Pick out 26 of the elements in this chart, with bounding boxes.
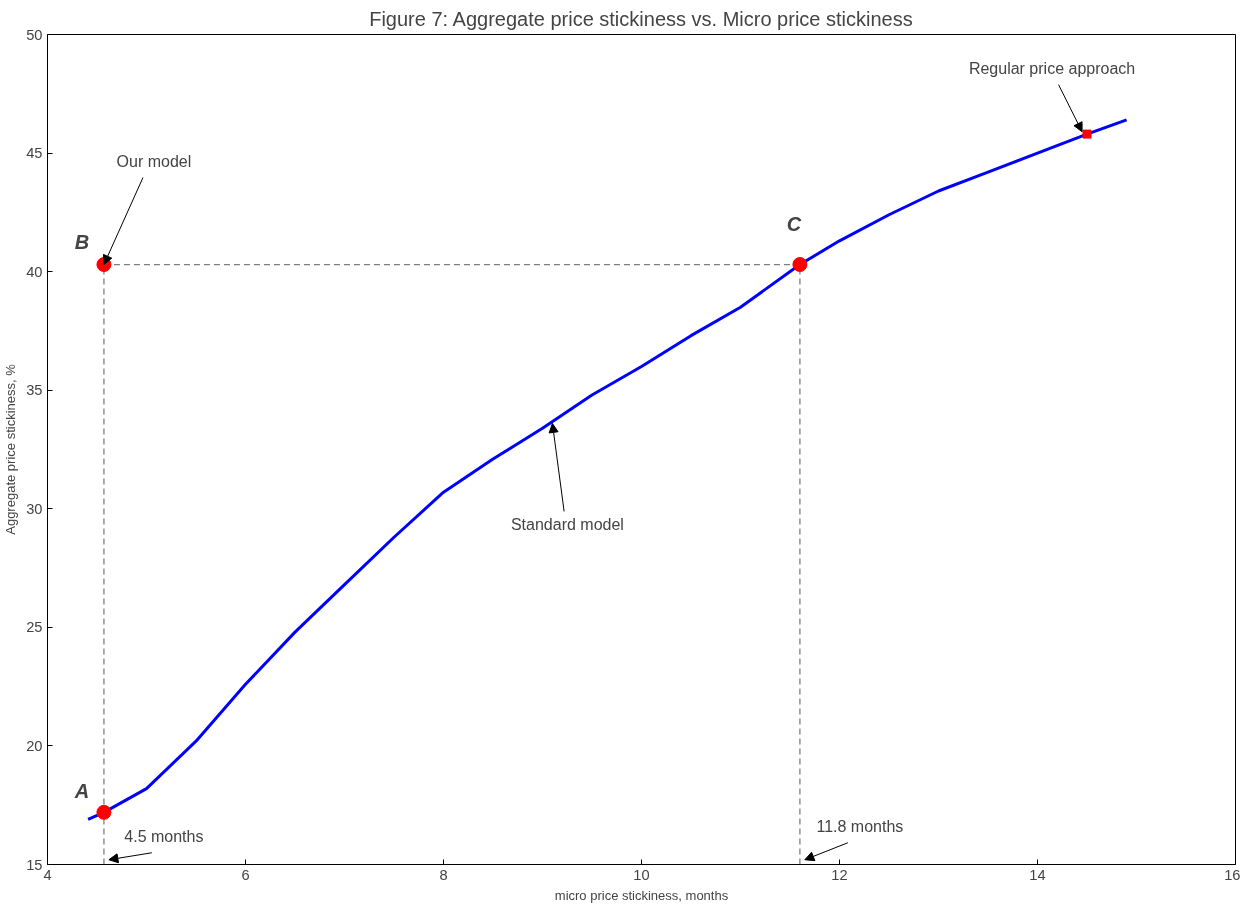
y-tick-label: 35	[26, 382, 43, 399]
annotation: Regular price approach	[968, 59, 1136, 77]
y-tick-label: 50	[26, 26, 43, 43]
y-tick-label: 45	[26, 145, 43, 162]
annotation: A	[73, 780, 90, 803]
y-tick-label: 30	[26, 500, 43, 517]
annotation: Our model	[116, 152, 192, 170]
y-tick-label: 40	[26, 263, 43, 280]
y-tick-label: 25	[26, 619, 43, 636]
annotation: C	[786, 212, 802, 235]
annotation: Standard model	[510, 516, 624, 534]
y-tick-label: 15	[26, 856, 43, 873]
x-tick-label: 10	[633, 866, 650, 883]
y-tick-label: 20	[26, 737, 43, 754]
chart-title: Figure 7: Aggregate price stickiness vs. Micro price stickiness	[369, 7, 913, 30]
y-axis-title: Aggregate price stickiness, %	[3, 363, 19, 535]
x-tick-label: 8	[439, 866, 448, 883]
annotation: 11.8 months	[816, 817, 904, 835]
x-tick-label: 4	[43, 866, 52, 883]
x-axis-title: micro price stickiness, months	[554, 887, 729, 903]
x-tick-label: 6	[241, 866, 250, 883]
x-tick-label: 16	[1224, 866, 1241, 883]
annotation: 4.5 months	[124, 827, 204, 845]
annotation: B	[74, 230, 90, 253]
x-tick-label: 12	[831, 866, 848, 883]
x-tick-label: 14	[1029, 866, 1046, 883]
